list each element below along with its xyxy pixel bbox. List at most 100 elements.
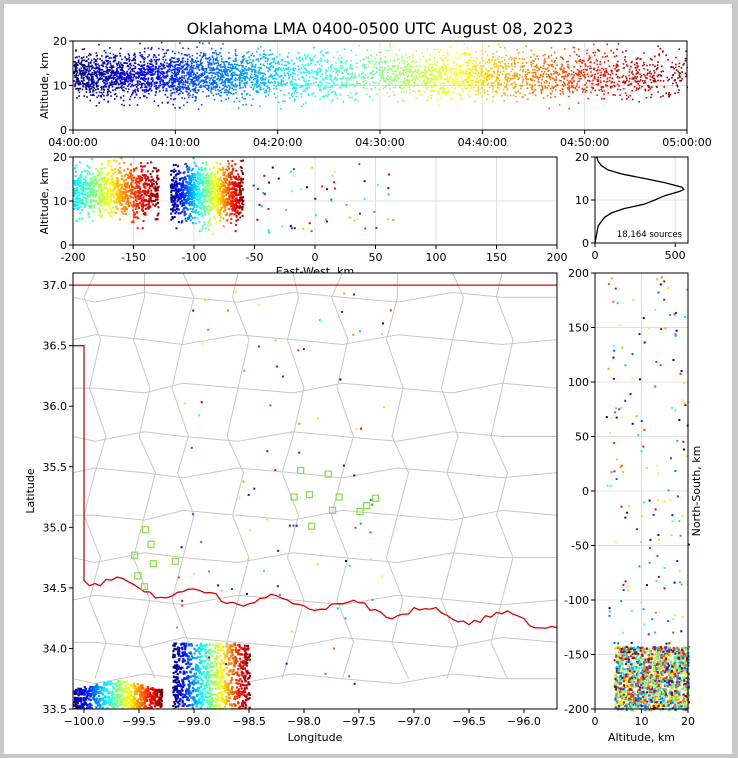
source-point <box>265 89 267 91</box>
source-point <box>533 79 535 82</box>
source-point <box>103 75 105 78</box>
source-point <box>606 71 608 74</box>
source-point <box>189 72 192 75</box>
source-point <box>252 60 255 62</box>
source-point <box>220 100 223 102</box>
source-point <box>392 90 395 93</box>
source-point <box>213 98 216 101</box>
x-tick-label: 04:00:00 <box>48 136 97 149</box>
source-point <box>498 65 500 67</box>
source-point <box>327 67 330 69</box>
source-point <box>556 64 558 67</box>
source-point <box>147 72 150 75</box>
source-point <box>78 91 81 94</box>
source-point <box>631 89 633 92</box>
source-point <box>108 86 110 89</box>
source-point <box>97 63 99 66</box>
source-point <box>325 85 328 88</box>
source-point <box>241 55 244 58</box>
source-point <box>264 54 267 56</box>
source-point <box>574 60 577 62</box>
source-point <box>549 96 552 99</box>
source-point <box>208 82 211 84</box>
source-point <box>535 64 538 66</box>
source-point <box>274 62 277 65</box>
source-point <box>182 76 184 79</box>
source-point <box>420 82 423 85</box>
source-point <box>433 48 435 51</box>
source-point <box>578 55 580 58</box>
source-point <box>85 71 88 74</box>
source-point <box>452 83 455 86</box>
source-point <box>121 87 123 90</box>
source-point <box>346 73 349 75</box>
source-point <box>186 80 189 83</box>
source-point <box>183 72 185 74</box>
source-point <box>99 168 102 171</box>
source-point <box>633 63 636 66</box>
source-point <box>513 75 516 77</box>
source-point <box>380 77 383 79</box>
source-point <box>85 65 88 68</box>
source-point <box>507 73 509 75</box>
source-point <box>292 87 294 90</box>
source-point <box>92 66 94 68</box>
source-point <box>275 73 278 75</box>
source-point <box>162 75 164 78</box>
source-point <box>502 70 505 72</box>
source-point <box>492 82 494 84</box>
source-point <box>176 85 179 88</box>
source-point <box>267 57 269 60</box>
source-point <box>185 88 188 90</box>
source-point <box>171 81 173 84</box>
source-point <box>160 72 162 75</box>
source-point <box>82 82 84 85</box>
source-point <box>210 82 213 84</box>
source-point <box>276 62 279 65</box>
source-point <box>533 72 536 74</box>
source-point <box>107 79 110 81</box>
source-point <box>83 59 86 62</box>
source-point <box>482 83 485 86</box>
source-point <box>182 57 184 60</box>
source-point <box>330 64 332 67</box>
source-point <box>617 75 619 78</box>
source-point <box>122 191 125 194</box>
source-point <box>561 88 564 90</box>
source-point <box>235 88 237 91</box>
source-point <box>368 83 371 85</box>
source-point <box>157 85 160 87</box>
source-point <box>577 74 579 77</box>
source-point <box>349 73 352 76</box>
source-point <box>156 77 159 80</box>
source-point <box>74 61 76 63</box>
source-point <box>179 42 181 45</box>
source-point <box>446 91 448 94</box>
source-point <box>466 80 469 83</box>
source-point <box>307 94 310 97</box>
source-point <box>550 93 552 95</box>
source-point <box>375 66 378 68</box>
source-point <box>627 84 630 86</box>
source-point <box>235 64 238 66</box>
source-point <box>464 87 467 90</box>
source-point <box>382 77 385 80</box>
source-point <box>473 66 476 69</box>
source-point <box>157 177 160 180</box>
source-point <box>477 92 479 95</box>
source-point <box>522 51 524 53</box>
source-point <box>619 88 622 91</box>
source-point <box>683 62 685 65</box>
source-point <box>90 83 93 85</box>
source-point <box>316 77 318 80</box>
source-point <box>241 61 244 64</box>
source-point <box>423 70 426 73</box>
source-point <box>188 96 190 99</box>
source-point <box>505 78 507 81</box>
source-point <box>287 60 289 63</box>
source-point <box>251 64 253 66</box>
source-point <box>79 175 82 178</box>
source-point <box>300 93 302 95</box>
source-point <box>561 83 564 86</box>
source-point <box>406 80 408 82</box>
